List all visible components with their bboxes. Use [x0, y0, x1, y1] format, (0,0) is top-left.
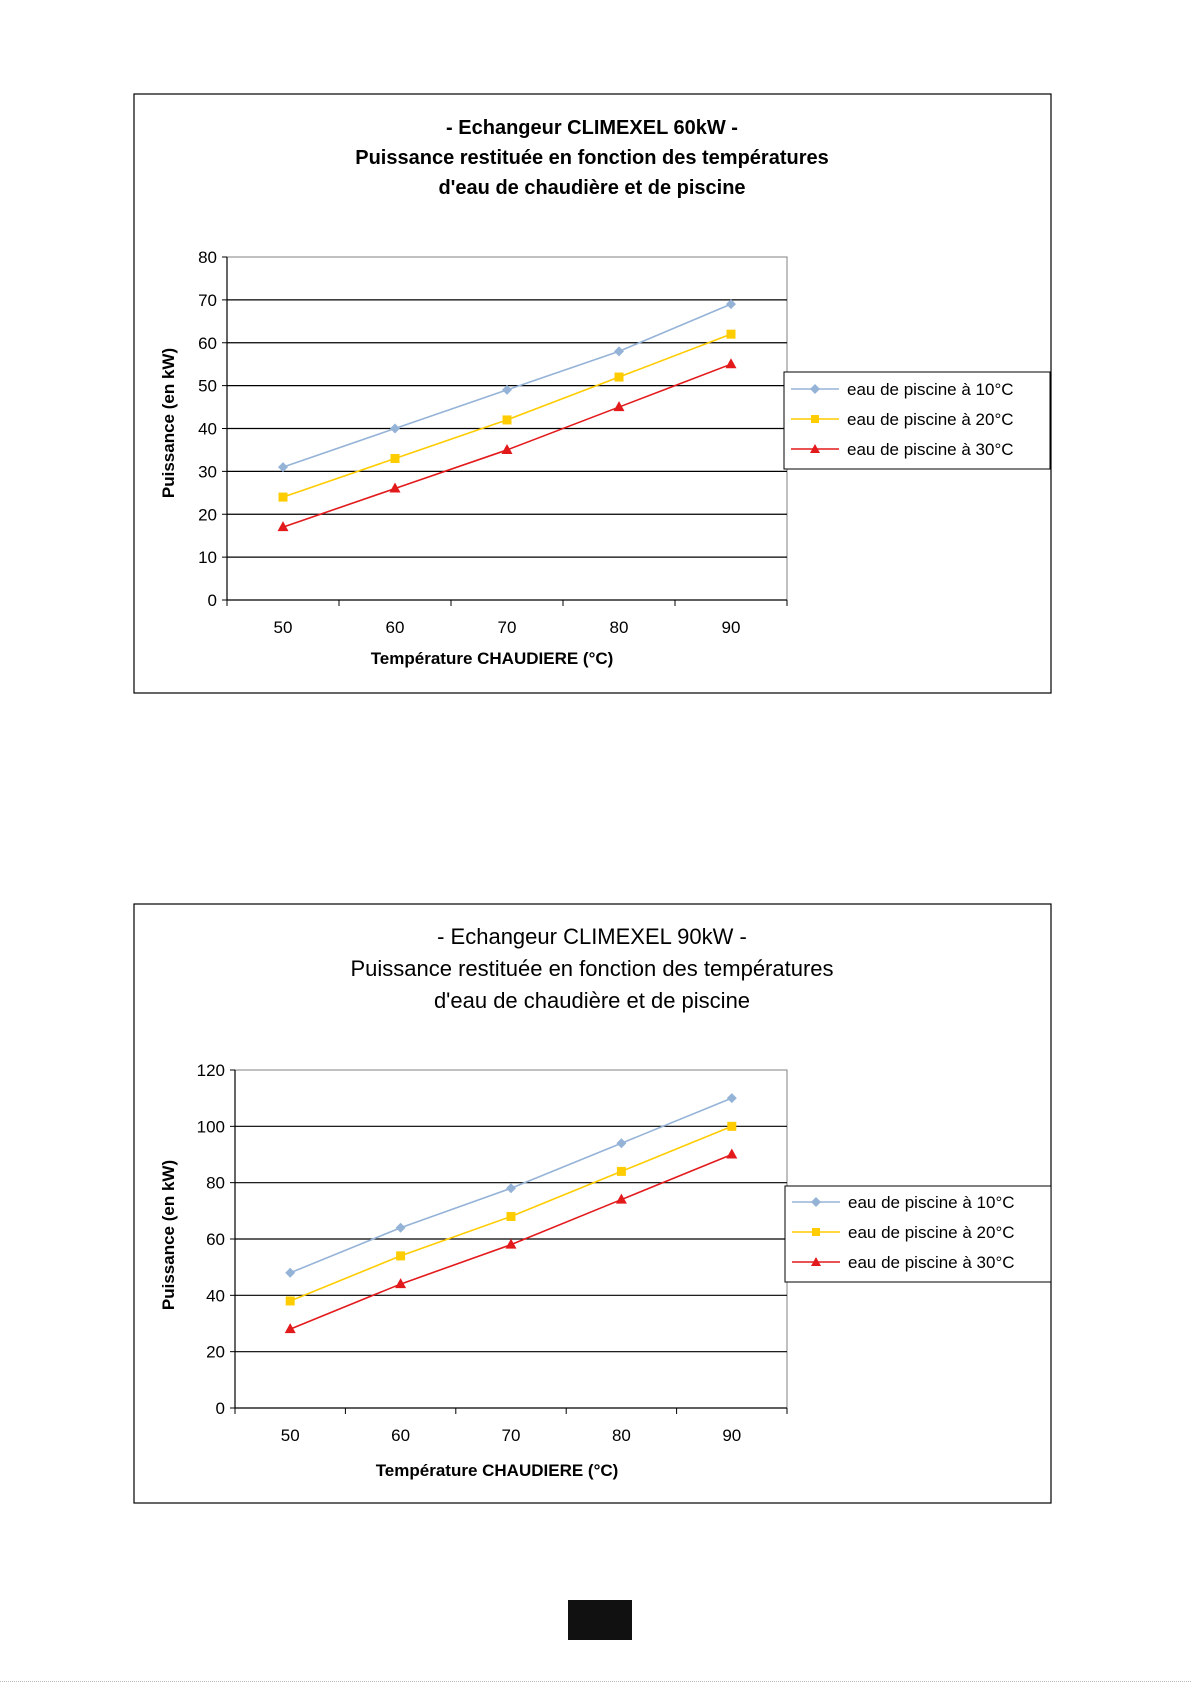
- data-point-triangle: [725, 358, 737, 369]
- legend-marker-diamond: [810, 384, 820, 394]
- x-axis-label: Température CHAUDIERE (°C): [376, 1461, 619, 1480]
- legend-marker-square: [812, 1228, 820, 1236]
- y-tick-label: 10: [198, 548, 217, 567]
- y-tick-label: 0: [216, 1399, 225, 1418]
- chart-title-line-3: d'eau de chaudière et de piscine: [434, 988, 750, 1013]
- data-point-square: [390, 454, 400, 464]
- data-point-triangle: [615, 1193, 627, 1204]
- x-tick-label: 60: [391, 1426, 410, 1445]
- data-point-diamond: [278, 462, 288, 473]
- y-tick-label: 20: [206, 1343, 225, 1362]
- x-tick-label: 70: [502, 1426, 521, 1445]
- legend-marker-diamond: [811, 1197, 821, 1207]
- legend-item-30c: eau de piscine à 30°C: [792, 1253, 1015, 1272]
- y-axis-label: Puissance (en kW): [159, 1160, 178, 1310]
- data-point-diamond: [726, 1093, 737, 1104]
- legend-label-10c: eau de piscine à 10°C: [848, 1193, 1015, 1212]
- chart-title-line-2: Puissance restituée en fonction des temp…: [350, 956, 833, 981]
- legend-marker-square: [811, 415, 819, 423]
- page-number-block: [568, 1600, 632, 1640]
- data-point-square: [726, 329, 736, 339]
- legend-item-10c: eau de piscine à 10°C: [791, 380, 1014, 399]
- chart-title-line-2: Puissance restituée en fonction des temp…: [355, 147, 829, 169]
- bottom-dotted-rule: [0, 1681, 1191, 1682]
- y-tick-label: 20: [198, 505, 217, 524]
- x-tick-label: 50: [281, 1426, 300, 1445]
- legend-label-30c: eau de piscine à 30°C: [847, 440, 1014, 459]
- y-tick-label: 40: [198, 420, 217, 439]
- y-tick-label: 100: [197, 1117, 225, 1136]
- data-point-triangle: [284, 1323, 296, 1334]
- data-point-diamond: [395, 1222, 406, 1233]
- data-point-diamond: [614, 346, 624, 357]
- y-tick-label: 60: [198, 334, 217, 353]
- legend-label-30c: eau de piscine à 30°C: [848, 1253, 1015, 1272]
- y-tick-label: 50: [198, 377, 217, 396]
- data-point-triangle: [505, 1238, 517, 1249]
- x-tick-label: 80: [612, 1426, 631, 1445]
- data-point-diamond: [502, 384, 512, 395]
- y-axis-label: Puissance (en kW): [159, 348, 178, 498]
- x-tick-label: 50: [274, 618, 293, 637]
- data-point-square: [502, 415, 512, 425]
- legend: eau de piscine à 10°C eau de piscine à 2…: [784, 1185, 1052, 1283]
- chart-climexel-90kw: - Echangeur CLIMEXEL 90kW - Puissance re…: [133, 903, 1052, 1504]
- data-point-triangle: [501, 443, 513, 454]
- legend-item-20c: eau de piscine à 20°C: [791, 410, 1014, 429]
- data-point-square: [614, 372, 624, 382]
- data-point-diamond: [616, 1138, 627, 1149]
- data-point-triangle: [395, 1278, 407, 1289]
- data-point-triangle: [389, 482, 401, 493]
- legend-item-20c: eau de piscine à 20°C: [792, 1223, 1015, 1242]
- x-axis-label: Température CHAUDIERE (°C): [371, 649, 614, 668]
- y-tick-label: 60: [206, 1230, 225, 1249]
- y-tick-label: 80: [206, 1174, 225, 1193]
- legend: eau de piscine à 10°C eau de piscine à 2…: [783, 371, 1051, 470]
- chart-climexel-60kw: - Echangeur CLIMEXEL 60kW - Puissance re…: [133, 93, 1052, 694]
- data-point-square: [727, 1121, 737, 1131]
- x-tick-label: 90: [722, 618, 741, 637]
- y-tick-label: 40: [206, 1286, 225, 1305]
- legend-marker-triangle: [811, 1257, 821, 1266]
- data-point-square: [506, 1211, 516, 1221]
- x-tick-label: 90: [722, 1426, 741, 1445]
- legend-item-10c: eau de piscine à 10°C: [792, 1193, 1015, 1212]
- chart-title-line-1: - Echangeur CLIMEXEL 90kW -: [437, 924, 747, 949]
- data-point-square: [278, 492, 288, 502]
- data-point-square: [616, 1166, 626, 1176]
- data-point-square: [396, 1251, 406, 1261]
- legend-label-10c: eau de piscine à 10°C: [847, 380, 1014, 399]
- x-tick-label: 60: [386, 618, 405, 637]
- data-point-square: [285, 1296, 295, 1306]
- chart-title-line-1: - Echangeur CLIMEXEL 60kW -: [446, 117, 738, 139]
- data-point-diamond: [390, 423, 400, 434]
- data-point-triangle: [726, 1148, 738, 1159]
- y-tick-label: 0: [208, 591, 217, 610]
- y-tick-label: 80: [198, 248, 217, 267]
- y-tick-label: 70: [198, 291, 217, 310]
- legend-box: [783, 371, 1051, 470]
- x-tick-label: 70: [498, 618, 517, 637]
- data-point-triangle: [613, 401, 625, 412]
- legend-label-20c: eau de piscine à 20°C: [847, 410, 1014, 429]
- chart-title-line-3: d'eau de chaudière et de piscine: [438, 177, 745, 199]
- x-tick-label: 80: [610, 618, 629, 637]
- data-point-diamond: [285, 1267, 296, 1278]
- y-tick-label: 120: [197, 1061, 225, 1080]
- legend-item-30c: eau de piscine à 30°C: [791, 440, 1014, 459]
- y-tick-label: 30: [198, 462, 217, 481]
- data-point-diamond: [506, 1183, 516, 1194]
- data-point-diamond: [726, 299, 736, 310]
- legend-marker-triangle: [810, 444, 820, 453]
- data-point-triangle: [277, 521, 289, 532]
- legend-label-20c: eau de piscine à 20°C: [848, 1223, 1015, 1242]
